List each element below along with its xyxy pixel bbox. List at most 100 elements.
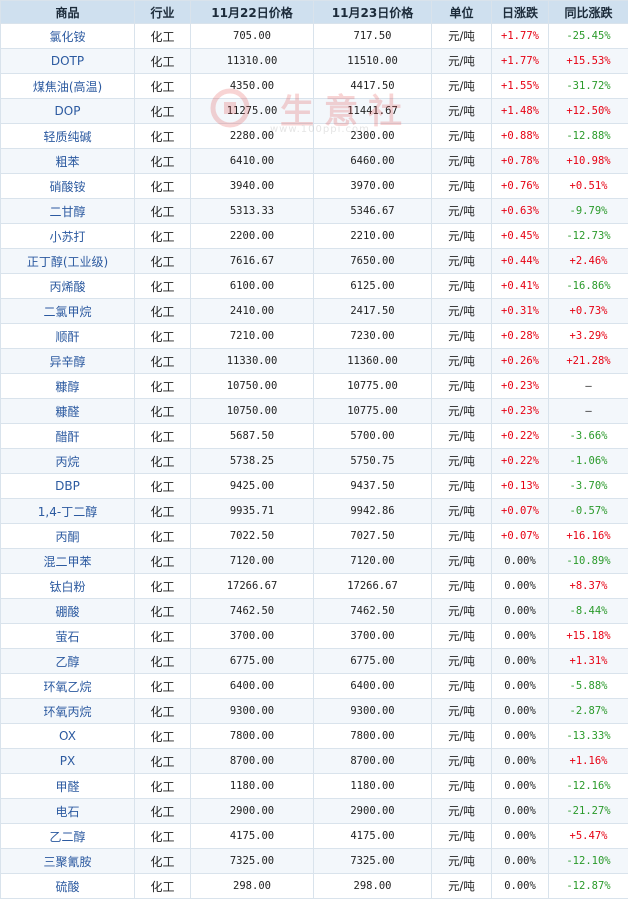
- product-name[interactable]: 粗苯: [1, 149, 135, 174]
- unit-cell: 元/吨: [432, 549, 492, 574]
- product-name[interactable]: 丙酮: [1, 524, 135, 549]
- price-curr-cell: 3700.00: [314, 624, 432, 649]
- yoy-change-cell: -25.45%: [549, 24, 628, 49]
- price-prev-cell: 705.00: [191, 24, 314, 49]
- product-name[interactable]: 硝酸铵: [1, 174, 135, 199]
- product-name[interactable]: 环氧乙烷: [1, 674, 135, 699]
- daily-change-cell: +0.45%: [492, 224, 549, 249]
- product-name[interactable]: 煤焦油(高温): [1, 74, 135, 99]
- unit-cell: 元/吨: [432, 49, 492, 74]
- industry-cell: 化工: [135, 824, 191, 849]
- yoy-change-cell: +0.73%: [549, 299, 628, 324]
- product-name[interactable]: 丙烷: [1, 449, 135, 474]
- product-name[interactable]: 氯化铵: [1, 24, 135, 49]
- product-name[interactable]: 甲醛: [1, 774, 135, 799]
- product-name[interactable]: 硼酸: [1, 599, 135, 624]
- product-name[interactable]: DBP: [1, 474, 135, 499]
- header-yoy-change[interactable]: 同比涨跌: [549, 1, 628, 24]
- unit-cell: 元/吨: [432, 74, 492, 99]
- daily-change-cell: +1.55%: [492, 74, 549, 99]
- product-name[interactable]: 丙烯酸: [1, 274, 135, 299]
- product-name[interactable]: 乙醇: [1, 649, 135, 674]
- product-name[interactable]: 醋酐: [1, 424, 135, 449]
- product-name[interactable]: 小苏打: [1, 224, 135, 249]
- unit-cell: 元/吨: [432, 299, 492, 324]
- product-name[interactable]: 乙二醇: [1, 824, 135, 849]
- product-name[interactable]: 顺酐: [1, 324, 135, 349]
- header-price-curr[interactable]: 11月23日价格: [314, 1, 432, 24]
- product-name[interactable]: 萤石: [1, 624, 135, 649]
- header-unit[interactable]: 单位: [432, 1, 492, 24]
- header-daily-change[interactable]: 日涨跌: [492, 1, 549, 24]
- daily-change-cell: 0.00%: [492, 599, 549, 624]
- product-name[interactable]: 二甘醇: [1, 199, 135, 224]
- daily-change-cell: 0.00%: [492, 774, 549, 799]
- product-name[interactable]: 正丁醇(工业级): [1, 249, 135, 274]
- yoy-change-cell: +1.31%: [549, 649, 628, 674]
- product-name[interactable]: 电石: [1, 799, 135, 824]
- yoy-change-cell: +3.29%: [549, 324, 628, 349]
- product-name[interactable]: 轻质纯碱: [1, 124, 135, 149]
- price-prev-cell: 7616.67: [191, 249, 314, 274]
- product-name[interactable]: DOP: [1, 99, 135, 124]
- price-curr-cell: 2300.00: [314, 124, 432, 149]
- daily-change-cell: +0.22%: [492, 424, 549, 449]
- daily-change-cell: 0.00%: [492, 874, 549, 899]
- price-curr-cell: 2210.00: [314, 224, 432, 249]
- price-curr-cell: 17266.67: [314, 574, 432, 599]
- header-industry[interactable]: 行业: [135, 1, 191, 24]
- yoy-change-cell: -9.79%: [549, 199, 628, 224]
- product-name[interactable]: 异辛醇: [1, 349, 135, 374]
- unit-cell: 元/吨: [432, 149, 492, 174]
- price-prev-cell: 9425.00: [191, 474, 314, 499]
- product-name[interactable]: 三聚氰胺: [1, 849, 135, 874]
- product-name[interactable]: 1,4-丁二醇: [1, 499, 135, 524]
- price-prev-cell: 2200.00: [191, 224, 314, 249]
- industry-cell: 化工: [135, 299, 191, 324]
- unit-cell: 元/吨: [432, 274, 492, 299]
- product-name[interactable]: DOTP: [1, 49, 135, 74]
- product-name[interactable]: 糠醇: [1, 374, 135, 399]
- product-name[interactable]: 环氧丙烷: [1, 699, 135, 724]
- price-prev-cell: 2280.00: [191, 124, 314, 149]
- price-curr-cell: 11510.00: [314, 49, 432, 74]
- product-name[interactable]: 糠醛: [1, 399, 135, 424]
- product-name[interactable]: PX: [1, 749, 135, 774]
- product-name[interactable]: 混二甲苯: [1, 549, 135, 574]
- yoy-change-cell: -10.89%: [549, 549, 628, 574]
- yoy-change-cell: +0.51%: [549, 174, 628, 199]
- unit-cell: 元/吨: [432, 424, 492, 449]
- product-name[interactable]: 硫酸: [1, 874, 135, 899]
- product-name[interactable]: OX: [1, 724, 135, 749]
- header-product[interactable]: 商品: [1, 1, 135, 24]
- daily-change-cell: 0.00%: [492, 824, 549, 849]
- header-row: 商品 行业 11月22日价格 11月23日价格 单位 日涨跌 同比涨跌: [1, 1, 628, 24]
- header-price-prev[interactable]: 11月22日价格: [191, 1, 314, 24]
- price-prev-cell: 9935.71: [191, 499, 314, 524]
- daily-change-cell: +1.48%: [492, 99, 549, 124]
- daily-change-cell: +0.41%: [492, 274, 549, 299]
- daily-change-cell: +0.44%: [492, 249, 549, 274]
- price-prev-cell: 4175.00: [191, 824, 314, 849]
- industry-cell: 化工: [135, 274, 191, 299]
- industry-cell: 化工: [135, 699, 191, 724]
- industry-cell: 化工: [135, 674, 191, 699]
- yoy-change-cell: -1.06%: [549, 449, 628, 474]
- unit-cell: 元/吨: [432, 749, 492, 774]
- industry-cell: 化工: [135, 649, 191, 674]
- daily-change-cell: 0.00%: [492, 799, 549, 824]
- price-curr-cell: 11441.67: [314, 99, 432, 124]
- product-name[interactable]: 钛白粉: [1, 574, 135, 599]
- product-name[interactable]: 二氯甲烷: [1, 299, 135, 324]
- yoy-change-cell: -0.57%: [549, 499, 628, 524]
